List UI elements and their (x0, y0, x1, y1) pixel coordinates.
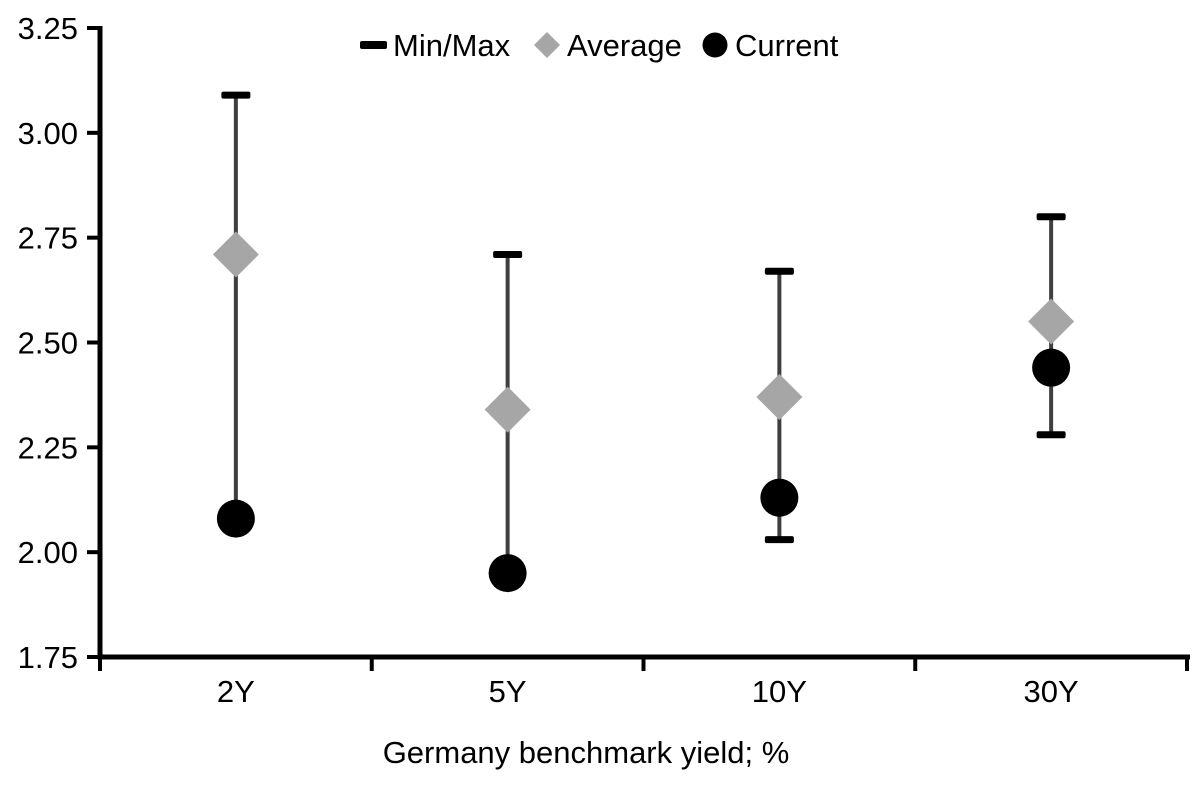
y-tick-label: 2.00 (18, 535, 78, 570)
legend-item-current: Current (702, 28, 839, 63)
y-tick-label: 1.75 (18, 640, 78, 675)
current-marker-10Y (760, 478, 799, 517)
x-axis-title: Germany benchmark yield; % (383, 735, 790, 770)
max-cap-2Y (221, 91, 251, 99)
legend-label-average: Average (567, 28, 682, 63)
x-tick-label-30Y: 30Y (1024, 674, 1079, 709)
min-cap-10Y (764, 536, 794, 544)
series-layer (212, 91, 1075, 593)
average-diamond-icon (534, 32, 560, 58)
current-marker-5Y (488, 554, 527, 593)
average-marker-30Y (1028, 298, 1075, 345)
y-tick-label: 2.25 (18, 430, 78, 465)
x-tick-label-10Y: 10Y (752, 674, 807, 709)
average-marker-10Y (756, 374, 803, 421)
y-tick-label: 2.50 (18, 326, 78, 361)
axes-layer: 1.75 2.00 2.25 2.50 2.75 3.00 3.25 2Y 5Y 10Y 30Y (18, 11, 1190, 709)
legend-label-minmax: Min/Max (393, 28, 511, 63)
legend-item-minmax: Min/Max (360, 28, 511, 63)
legend: Min/Max Average Current (360, 28, 839, 63)
x-tick-label-5Y: 5Y (489, 674, 527, 709)
y-tick-label: 2.75 (18, 221, 78, 256)
x-tick-label-2Y: 2Y (217, 674, 255, 709)
max-cap-10Y (764, 267, 794, 275)
current-marker-30Y (1032, 348, 1071, 387)
average-marker-5Y (484, 386, 531, 433)
max-cap-30Y (1036, 213, 1066, 221)
min-cap-30Y (1036, 431, 1066, 439)
y-tick-label: 3.00 (18, 116, 78, 151)
legend-item-average: Average (534, 28, 682, 63)
max-cap-5Y (493, 250, 523, 258)
minmax-dash-icon (360, 41, 387, 49)
current-circle-icon (702, 32, 728, 58)
average-marker-2Y (212, 231, 259, 278)
legend-label-current: Current (735, 28, 839, 63)
y-tick-label: 3.25 (18, 11, 78, 46)
current-marker-2Y (216, 499, 255, 538)
